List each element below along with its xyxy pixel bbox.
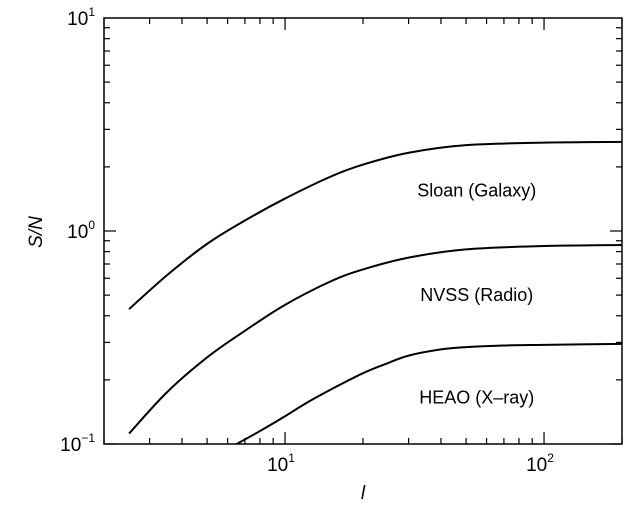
axis-tick-labels: 101 102 10−1 100 101: [60, 5, 554, 476]
axis-ticks: [103, 18, 623, 445]
data-curves: [128, 140, 623, 445]
y-tick-label: 10−1: [60, 431, 95, 456]
series-label-0: Sloan (Galaxy): [417, 180, 536, 200]
series-label-1: NVSS (Radio): [420, 285, 533, 305]
curve-labels: Sloan (Galaxy) NVSS (Radio) HEAO (X–ray): [417, 180, 536, 407]
x-tick-label: 102: [526, 451, 554, 476]
series-line-1: [128, 243, 623, 435]
series-label-2: HEAO (X–ray): [419, 388, 534, 408]
series-line-2: [236, 342, 623, 445]
series-line-0: [128, 140, 623, 310]
y-tick-label: 100: [67, 218, 95, 243]
plot-frame: [103, 17, 623, 445]
x-tick-label: 101: [267, 451, 295, 476]
x-axis-title: l: [361, 483, 366, 504]
y-tick-label: 101: [67, 5, 95, 30]
y-axis-title: S/N: [26, 216, 47, 248]
